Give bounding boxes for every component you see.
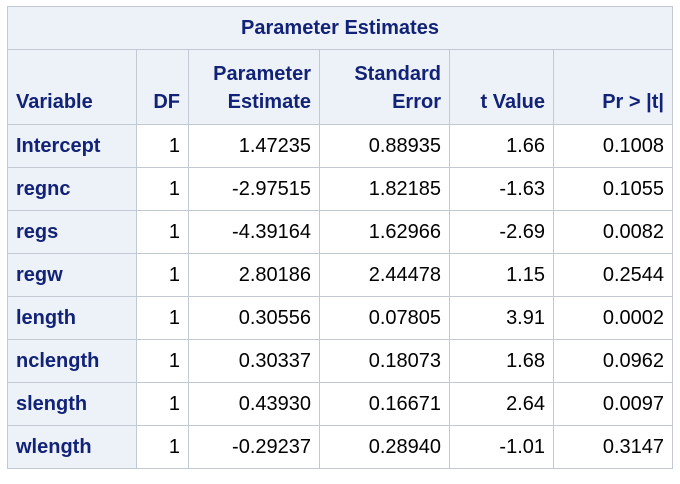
row-t-value: -1.63 bbox=[449, 167, 554, 211]
row-standard-error: 1.82185 bbox=[319, 167, 450, 211]
table-row: regs 1 -4.39164 1.62966 -2.69 0.0082 bbox=[7, 210, 673, 254]
header-p-value: Pr > |t| bbox=[553, 49, 673, 125]
row-p-value: 0.1055 bbox=[553, 167, 673, 211]
row-standard-error: 0.16671 bbox=[319, 382, 450, 426]
row-estimate: 0.30337 bbox=[188, 339, 320, 383]
row-standard-error: 0.07805 bbox=[319, 296, 450, 340]
header-parameter-estimate-line1: Parameter bbox=[213, 63, 311, 85]
table-row: wlength 1 -0.29237 0.28940 -1.01 0.3147 bbox=[7, 425, 673, 469]
parameter-estimates-container: Parameter Estimates Variable DF Paramete… bbox=[7, 6, 673, 469]
row-t-value: -1.01 bbox=[449, 425, 554, 469]
row-standard-error: 2.44478 bbox=[319, 253, 450, 297]
row-variable: regs bbox=[7, 210, 137, 254]
row-estimate: -4.39164 bbox=[188, 210, 320, 254]
header-standard-error-line1: Standard bbox=[354, 63, 441, 85]
row-variable: slength bbox=[7, 382, 137, 426]
row-t-value: 2.64 bbox=[449, 382, 554, 426]
row-variable: length bbox=[7, 296, 137, 340]
row-df: 1 bbox=[136, 296, 189, 340]
row-p-value: 0.0082 bbox=[553, 210, 673, 254]
header-df: DF bbox=[136, 49, 189, 125]
row-estimate: -0.29237 bbox=[188, 425, 320, 469]
row-estimate: 0.43930 bbox=[188, 382, 320, 426]
row-estimate: 1.47235 bbox=[188, 124, 320, 168]
row-t-value: 1.66 bbox=[449, 124, 554, 168]
row-variable: regnc bbox=[7, 167, 137, 211]
row-standard-error: 1.62966 bbox=[319, 210, 450, 254]
column-header-row: Variable DF Parameter Estimate Standard … bbox=[7, 49, 673, 125]
row-t-value: 1.68 bbox=[449, 339, 554, 383]
row-df: 1 bbox=[136, 339, 189, 383]
header-t-value: t Value bbox=[449, 49, 554, 125]
row-standard-error: 0.28940 bbox=[319, 425, 450, 469]
row-df: 1 bbox=[136, 253, 189, 297]
row-t-value: 1.15 bbox=[449, 253, 554, 297]
row-standard-error: 0.18073 bbox=[319, 339, 450, 383]
table-row: Intercept 1 1.47235 0.88935 1.66 0.1008 bbox=[7, 124, 673, 168]
table-row: length 1 0.30556 0.07805 3.91 0.0002 bbox=[7, 296, 673, 340]
table-row: regw 1 2.80186 2.44478 1.15 0.2544 bbox=[7, 253, 673, 297]
row-variable: regw bbox=[7, 253, 137, 297]
header-parameter-estimate-line2: Estimate bbox=[227, 91, 311, 113]
table-title-row: Parameter Estimates bbox=[7, 6, 673, 50]
row-p-value: 0.0097 bbox=[553, 382, 673, 426]
row-standard-error: 0.88935 bbox=[319, 124, 450, 168]
table-row: nclength 1 0.30337 0.18073 1.68 0.0962 bbox=[7, 339, 673, 383]
parameter-estimates-table: Parameter Estimates Variable DF Paramete… bbox=[7, 6, 673, 469]
header-variable: Variable bbox=[7, 49, 137, 125]
row-p-value: 0.0002 bbox=[553, 296, 673, 340]
table-row: slength 1 0.43930 0.16671 2.64 0.0097 bbox=[7, 382, 673, 426]
row-variable: nclength bbox=[7, 339, 137, 383]
row-df: 1 bbox=[136, 124, 189, 168]
row-df: 1 bbox=[136, 210, 189, 254]
row-df: 1 bbox=[136, 382, 189, 426]
header-parameter-estimate: Parameter Estimate bbox=[188, 49, 320, 125]
row-df: 1 bbox=[136, 167, 189, 211]
row-p-value: 0.0962 bbox=[553, 339, 673, 383]
row-t-value: 3.91 bbox=[449, 296, 554, 340]
row-estimate: -2.97515 bbox=[188, 167, 320, 211]
row-t-value: -2.69 bbox=[449, 210, 554, 254]
row-df: 1 bbox=[136, 425, 189, 469]
row-p-value: 0.3147 bbox=[553, 425, 673, 469]
row-variable: wlength bbox=[7, 425, 137, 469]
table-title: Parameter Estimates bbox=[7, 6, 673, 50]
row-variable: Intercept bbox=[7, 124, 137, 168]
table-row: regnc 1 -2.97515 1.82185 -1.63 0.1055 bbox=[7, 167, 673, 211]
header-standard-error-line2: Error bbox=[392, 91, 441, 113]
row-p-value: 0.1008 bbox=[553, 124, 673, 168]
header-standard-error: Standard Error bbox=[319, 49, 450, 125]
row-p-value: 0.2544 bbox=[553, 253, 673, 297]
row-estimate: 0.30556 bbox=[188, 296, 320, 340]
row-estimate: 2.80186 bbox=[188, 253, 320, 297]
